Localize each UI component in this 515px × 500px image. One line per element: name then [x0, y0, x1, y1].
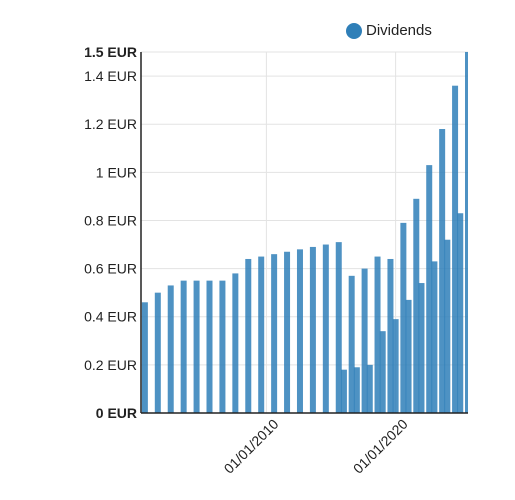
- y-axis: 0 EUR 0.2 EUR 0.4 EUR 0.6 EUR 0.8 EUR 1 EUR 1.…: [84, 44, 142, 421]
- bar[interactable]: [322, 244, 329, 413]
- x-tick-label: 01/01/2010: [221, 416, 282, 477]
- y-tick-label: 1.4 EUR: [84, 68, 137, 84]
- legend[interactable]: Dividends: [346, 22, 432, 39]
- bar[interactable]: [353, 367, 360, 413]
- y-tick-label: 0 EUR: [96, 405, 137, 421]
- bar[interactable]: [335, 242, 342, 413]
- bar[interactable]: [405, 299, 412, 413]
- bar[interactable]: [309, 246, 316, 413]
- y-tick-label: 0.2 EUR: [84, 357, 137, 373]
- bar[interactable]: [413, 198, 420, 413]
- bar[interactable]: [245, 258, 252, 413]
- bar[interactable]: [374, 256, 381, 413]
- bar[interactable]: [296, 249, 303, 413]
- bar[interactable]: [400, 222, 407, 413]
- bar[interactable]: [284, 251, 291, 413]
- legend-swatch-icon: [346, 22, 362, 39]
- bar[interactable]: [271, 254, 278, 413]
- bar[interactable]: [457, 213, 464, 413]
- bar[interactable]: [431, 261, 438, 413]
- bar[interactable]: [418, 283, 425, 413]
- bar[interactable]: [340, 369, 347, 413]
- bar[interactable]: [444, 239, 451, 413]
- y-tick-label: 0.4 EUR: [84, 309, 137, 325]
- bar[interactable]: [219, 280, 226, 413]
- bar[interactable]: [387, 258, 394, 413]
- y-tick-label: 0.8 EUR: [84, 212, 137, 228]
- bar[interactable]: [141, 302, 148, 413]
- bar[interactable]: [180, 280, 187, 413]
- y-tick-label: 1.5 EUR: [84, 44, 137, 60]
- bar[interactable]: [439, 129, 446, 413]
- bar[interactable]: [452, 85, 459, 414]
- bar-series-dividends: [141, 52, 468, 414]
- bar[interactable]: [258, 256, 265, 413]
- bar[interactable]: [366, 364, 373, 413]
- y-tick-label: 1.2 EUR: [84, 116, 137, 132]
- bar[interactable]: [426, 165, 433, 413]
- bar[interactable]: [348, 275, 355, 413]
- x-tick-label: 01/01/2020: [350, 416, 411, 477]
- y-tick-label: 1 EUR: [96, 164, 137, 180]
- bar[interactable]: [206, 280, 213, 413]
- y-tick-label: 0.6 EUR: [84, 261, 137, 277]
- legend-label: Dividends: [366, 22, 432, 39]
- bar[interactable]: [193, 280, 200, 413]
- bar[interactable]: [167, 285, 174, 413]
- bar[interactable]: [465, 52, 468, 413]
- bar[interactable]: [392, 319, 399, 413]
- bar[interactable]: [361, 268, 368, 413]
- x-axis: 01/01/2010 01/01/2020: [141, 412, 468, 477]
- bar[interactable]: [154, 292, 161, 413]
- bar[interactable]: [232, 273, 239, 413]
- bar[interactable]: [379, 331, 386, 413]
